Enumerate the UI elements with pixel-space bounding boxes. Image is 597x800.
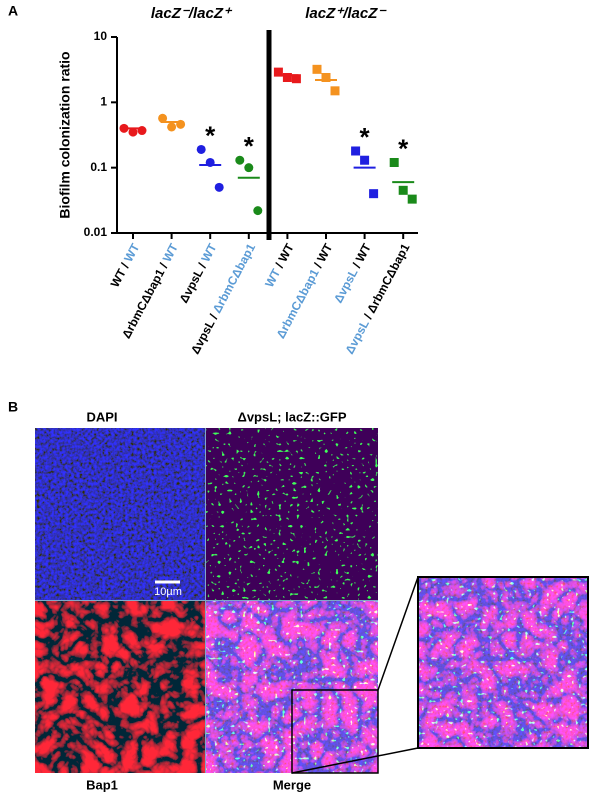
data-point <box>321 72 331 82</box>
data-point <box>398 185 408 195</box>
y-tick-label: 0.1 <box>90 160 107 174</box>
x-tick-label-part: ΔvpsL <box>188 318 217 357</box>
data-point <box>282 72 292 82</box>
data-point <box>330 86 340 96</box>
y-axis-label: Biofilm colonization ratio <box>57 51 73 218</box>
x-tick-label: WT / WT <box>262 241 297 290</box>
significance-mark: * <box>360 122 371 152</box>
data-point <box>389 157 399 167</box>
group-label: lacZ⁻/lacZ⁺ <box>151 5 233 22</box>
data-point <box>369 189 379 199</box>
data-point <box>291 74 301 84</box>
panel-title: Bap1 <box>86 777 118 792</box>
zoom-connector <box>377 576 419 691</box>
x-tick-label: WT / WT <box>108 241 143 290</box>
x-tick-label-part: ΔvpsL <box>343 318 372 357</box>
zoom-image <box>417 576 589 749</box>
x-tick-label-part: ΔvpsL <box>177 267 206 306</box>
significance-mark: * <box>205 120 216 150</box>
data-point <box>360 155 370 165</box>
data-point <box>158 113 168 123</box>
panel-title: Merge <box>273 777 311 792</box>
y-tick-label: 1 <box>100 95 107 109</box>
group-label: lacZ⁺/lacZ⁻ <box>305 5 387 22</box>
data-point <box>128 127 138 137</box>
data-point <box>253 206 263 216</box>
panel-label: A <box>8 3 18 19</box>
data-point <box>235 155 245 165</box>
panel-title: ΔvpsL; lacZ::GFP <box>237 409 346 424</box>
merge-image <box>206 601 378 773</box>
data-point <box>167 122 177 132</box>
data-point <box>244 163 254 173</box>
data-point <box>214 182 224 192</box>
x-tick-label: ΔvpsL / WT <box>331 241 374 306</box>
data-point <box>196 144 206 154</box>
dapi-image <box>35 428 205 600</box>
y-tick-label: 0.01 <box>84 225 108 239</box>
data-point <box>273 67 283 77</box>
data-point <box>351 146 361 156</box>
panel-title: DAPI <box>86 409 117 424</box>
x-tick-label-part: ΔvpsL <box>331 267 360 306</box>
data-point <box>407 194 417 204</box>
scale-bar-label: 10µm <box>154 586 182 598</box>
panel-label: B <box>8 399 18 415</box>
bap1-image <box>35 601 205 773</box>
zoom-connector <box>291 747 419 774</box>
y-tick-label: 10 <box>94 29 108 43</box>
x-tick-label: ΔvpsL / WT <box>177 241 220 306</box>
data-point <box>312 64 322 74</box>
significance-mark: * <box>244 131 255 161</box>
gfp-image <box>206 428 378 600</box>
significance-mark: * <box>398 133 409 163</box>
zoom-box <box>291 689 379 774</box>
